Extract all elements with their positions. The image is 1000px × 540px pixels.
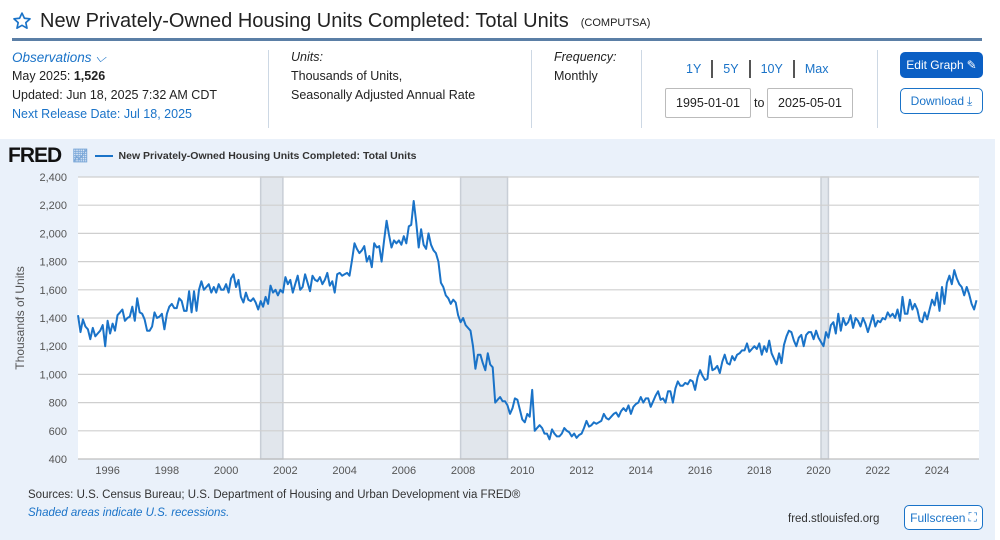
frequency-value: Monthly — [554, 69, 598, 83]
units-label: Units: — [291, 50, 323, 64]
download-label: Download — [910, 94, 965, 108]
y-tick-label: 400 — [49, 454, 67, 466]
legend-label: New Privately-Owned Housing Units Comple… — [118, 150, 417, 162]
range-1y-button[interactable]: 1Y — [676, 60, 714, 78]
fullscreen-icon: ⛶ — [968, 510, 977, 524]
range-max-button[interactable]: Max — [804, 62, 829, 76]
edit-icon: ✎ — [966, 58, 977, 72]
x-tick-label: 2018 — [747, 465, 771, 477]
recession-note: Shaded areas indicate U.S. recessions. — [28, 507, 230, 519]
series-title: New Privately-Owned Housing Units Comple… — [40, 9, 569, 32]
y-tick-label: 2,000 — [39, 228, 67, 240]
x-tick-label: 1998 — [155, 465, 179, 477]
x-tick-label: 2006 — [392, 465, 416, 477]
fred-logo: FRED — [8, 144, 62, 167]
divider — [268, 50, 269, 128]
series-code: (COMPUTSA) — [580, 17, 651, 29]
latest-observation: May 2025: 1,526 — [12, 67, 217, 86]
x-tick-label: 2002 — [273, 465, 297, 477]
x-tick-label: 2008 — [451, 465, 475, 477]
line-chart: 400 600 800 1,000 1,200 1,400 1,600 1,800 2,000 2… — [13, 172, 979, 477]
range-buttons: 1Y 5Y 10Y Max — [676, 60, 838, 78]
chart-trend-icon: 📈︎ — [72, 148, 89, 163]
download-button[interactable]: Download ⤓ — [900, 88, 983, 114]
x-tick-label: 2014 — [629, 465, 653, 477]
fullscreen-label: Fullscreen — [910, 510, 966, 525]
y-tick-label: 600 — [49, 426, 67, 438]
y-axis-label: Thousands of Units — [13, 266, 27, 369]
units-line2: Seasonally Adjusted Annual Rate — [291, 88, 476, 102]
frequency-block: Frequency: Monthly — [554, 48, 617, 86]
chevron-down-icon: ⌵ — [95, 50, 106, 65]
page-title: New Privately-Owned Housing Units Comple… — [12, 8, 650, 34]
x-tick-label: 1996 — [95, 465, 119, 477]
units-block: Units: Thousands of Units, Seasonally Ad… — [291, 48, 475, 105]
fullscreen-button[interactable]: Fullscreen ⛶ — [904, 505, 983, 530]
title-divider — [12, 38, 982, 41]
x-tick-label: 2024 — [925, 465, 949, 477]
x-tick-label: 2010 — [510, 465, 534, 477]
edit-graph-label: Edit Graph — [906, 58, 964, 72]
site-url: fred.stlouisfed.org — [788, 513, 880, 525]
sources-text: Sources: U.S. Census Bureau; U.S. Depart… — [28, 489, 521, 501]
y-tick-label: 1,000 — [39, 369, 67, 381]
to-label: to — [754, 96, 765, 110]
next-release-link[interactable]: Next Release Date: Jul 18, 2025 — [12, 107, 192, 121]
divider — [641, 50, 642, 128]
start-date-input[interactable]: 1995-01-01 — [665, 88, 751, 118]
x-tick-label: 2004 — [332, 465, 356, 477]
series-line — [77, 200, 978, 441]
end-date-input[interactable]: 2025-05-01 — [767, 88, 853, 118]
y-tick-label: 2,400 — [39, 172, 67, 184]
x-tick-label: 2022 — [866, 465, 890, 477]
observations-label: Observations — [12, 50, 92, 65]
y-tick-label: 1,400 — [39, 313, 67, 325]
range-5y-button[interactable]: 5Y — [713, 60, 751, 78]
latest-date: May 2025: — [12, 69, 71, 83]
y-tick-label: 1,200 — [39, 341, 67, 353]
y-tick-label: 1,800 — [39, 257, 67, 269]
divider — [531, 50, 532, 128]
updated-text: Updated: Jun 18, 2025 7:32 AM CDT — [12, 88, 217, 102]
edit-graph-button[interactable]: Edit Graph ✎ — [900, 52, 983, 78]
legend-line-swatch — [94, 155, 113, 157]
observations-dropdown[interactable]: Observations ⌵ — [12, 48, 217, 67]
x-tick-label: 2016 — [688, 465, 712, 477]
range-10y-button[interactable]: 10Y — [751, 60, 795, 78]
x-tick-label: 2012 — [569, 465, 593, 477]
divider — [877, 50, 878, 128]
y-tick-label: 800 — [49, 398, 67, 410]
chart-legend: 📈︎ New Privately-Owned Housing Units Com… — [72, 148, 416, 164]
star-outline-icon[interactable] — [12, 11, 32, 31]
y-tick-label: 1,600 — [39, 285, 67, 297]
units-line1: Thousands of Units, — [291, 69, 403, 83]
x-tick-label: 2000 — [214, 465, 238, 477]
x-tick-label: 2020 — [806, 465, 830, 477]
latest-value: 1,526 — [73, 69, 106, 83]
download-icon: ⤓ — [967, 93, 973, 108]
observations-block: Observations ⌵ May 2025: 1,526 Updated: … — [12, 48, 217, 124]
frequency-label: Frequency: — [554, 50, 617, 64]
y-tick-label: 2,200 — [39, 200, 67, 212]
